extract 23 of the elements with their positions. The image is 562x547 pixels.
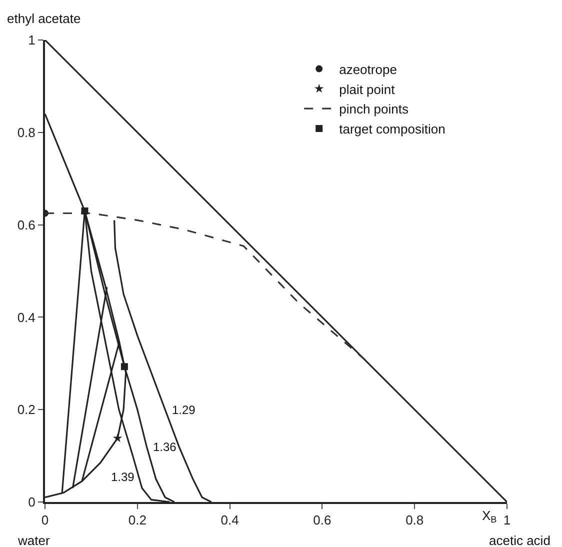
x-axis-title: X$_{B}$ xyxy=(482,508,497,525)
y-tick-label: 0 xyxy=(28,494,36,510)
legend-label: azeotrope xyxy=(339,62,397,77)
y-tick-label: 0.4 xyxy=(17,310,36,325)
x-tick-label: 0.8 xyxy=(406,512,424,528)
legend-label: target composition xyxy=(339,122,446,137)
x-tick-label: 0 xyxy=(41,512,49,528)
y-tick-label: 1 xyxy=(28,32,36,48)
legend-label: plait point xyxy=(339,82,396,97)
annotation: 1.39 xyxy=(111,470,135,484)
annotation: 1.36 xyxy=(153,440,177,454)
y-tick-label: 0.2 xyxy=(17,402,36,418)
annotation: 1.29 xyxy=(172,403,196,417)
annotation: water xyxy=(17,533,50,547)
x-tick-label: 0.2 xyxy=(128,512,146,528)
annotation: ethyl acetate xyxy=(7,11,81,26)
x-tick-label: 0.4 xyxy=(220,512,239,528)
annotation: acetic acid xyxy=(489,533,550,547)
y-tick-label: 0.6 xyxy=(17,217,36,232)
legend-label: pinch points xyxy=(339,102,409,117)
x-tick-label: 1 xyxy=(503,512,511,528)
x-tick-label: 0.6 xyxy=(313,512,332,528)
y-tick-label: 0.8 xyxy=(17,124,36,140)
